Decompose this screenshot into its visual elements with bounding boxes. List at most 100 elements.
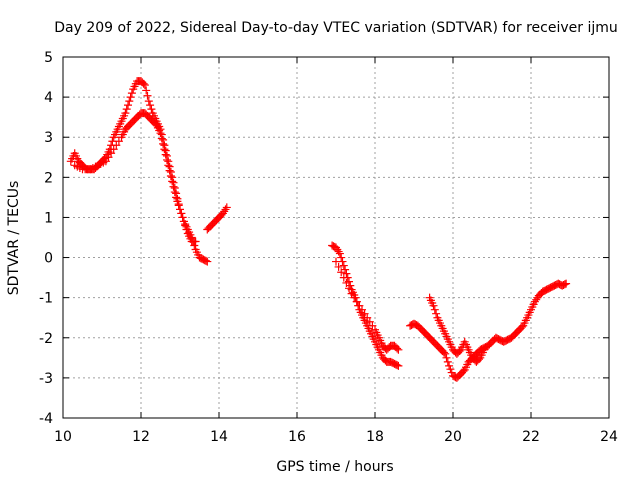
x-axis-title: GPS time / hours — [276, 459, 393, 475]
data-point — [439, 348, 448, 357]
data-point — [339, 273, 348, 282]
data-point — [166, 171, 175, 180]
data-point — [142, 86, 151, 95]
x-tick-label: 18 — [366, 429, 384, 445]
y-tick-label: -3 — [39, 371, 53, 387]
data-point — [352, 297, 361, 306]
data-point — [191, 237, 200, 246]
data-point — [109, 145, 118, 154]
data-point — [101, 157, 110, 166]
data-point — [455, 347, 464, 356]
y-tick-label: 1 — [44, 210, 53, 226]
data-point — [176, 205, 184, 214]
data-point — [146, 101, 155, 110]
data-point — [181, 221, 190, 230]
data-point — [122, 105, 131, 114]
data-point — [517, 323, 526, 332]
data-point — [345, 284, 353, 293]
data-point — [447, 368, 456, 377]
y-tick-label: 0 — [44, 251, 53, 267]
data-point — [222, 203, 231, 212]
data-point — [114, 137, 123, 146]
data-point — [339, 261, 348, 270]
data-point — [459, 367, 468, 376]
data-point — [140, 81, 149, 90]
y-tick-label: -4 — [39, 411, 53, 427]
data-point — [442, 353, 451, 362]
series-segment-3-lower — [332, 257, 403, 354]
data-point — [159, 139, 168, 148]
series-segment-4-upper — [425, 293, 489, 366]
data-point — [218, 209, 227, 218]
data-point — [126, 93, 135, 102]
data-point — [560, 280, 569, 289]
x-tick-label: 22 — [522, 429, 540, 445]
series-segment-4 — [406, 279, 571, 382]
x-tick-label: 16 — [288, 429, 306, 445]
data-point — [443, 357, 452, 366]
data-point — [334, 247, 343, 256]
data-point — [363, 313, 372, 322]
data-point — [160, 145, 169, 154]
y-tick-label: 5 — [44, 50, 53, 66]
data-point — [335, 249, 344, 258]
data-point — [355, 301, 364, 310]
data-point — [157, 134, 166, 143]
data-point — [172, 193, 181, 202]
x-tick-label: 14 — [210, 429, 228, 445]
data-point — [332, 257, 340, 266]
data-point — [107, 149, 116, 158]
data-point — [147, 105, 156, 114]
data-point — [347, 289, 356, 298]
data-point — [125, 97, 134, 106]
data-point — [164, 161, 173, 170]
data-point — [480, 345, 489, 354]
data-point — [394, 361, 403, 370]
series-segment-1-lower — [70, 109, 200, 246]
data-point — [156, 129, 165, 138]
data-point — [124, 101, 132, 110]
grid — [63, 57, 609, 418]
data-point — [446, 365, 455, 374]
data-point — [112, 141, 121, 150]
data-point — [337, 268, 346, 277]
data-point — [151, 119, 160, 128]
y-axis-title: SDTVAR / TECUs — [6, 181, 22, 296]
x-tick-label: 24 — [600, 429, 618, 445]
data-point — [169, 182, 178, 191]
data-point — [168, 177, 177, 186]
data-point — [170, 188, 179, 197]
y-tick-label: -2 — [39, 331, 53, 347]
y-tick-label: -1 — [39, 291, 53, 307]
data-point — [475, 355, 483, 364]
data-point — [358, 305, 366, 314]
data-point — [445, 361, 454, 370]
data-point — [203, 257, 212, 266]
series-segment-3 — [328, 241, 403, 370]
x-tick-label: 20 — [444, 429, 462, 445]
data-point — [121, 109, 130, 118]
data-point — [177, 209, 186, 218]
data-point — [562, 279, 571, 288]
data-point — [393, 361, 402, 370]
series-segment-2 — [203, 203, 231, 234]
data-point — [360, 309, 369, 318]
data-point — [161, 150, 170, 159]
data-point — [432, 309, 441, 318]
data-point — [441, 349, 450, 358]
y-tick-label: 3 — [44, 130, 53, 146]
data-point — [179, 217, 188, 226]
data-point — [394, 345, 403, 354]
data-point — [365, 317, 374, 326]
data-point — [342, 269, 351, 278]
data-points — [66, 77, 571, 382]
data-point — [221, 205, 230, 214]
data-point — [429, 301, 438, 310]
data-point — [144, 97, 153, 106]
data-point — [173, 197, 182, 206]
data-point — [333, 245, 342, 254]
data-point — [163, 155, 171, 164]
data-point — [182, 225, 191, 234]
